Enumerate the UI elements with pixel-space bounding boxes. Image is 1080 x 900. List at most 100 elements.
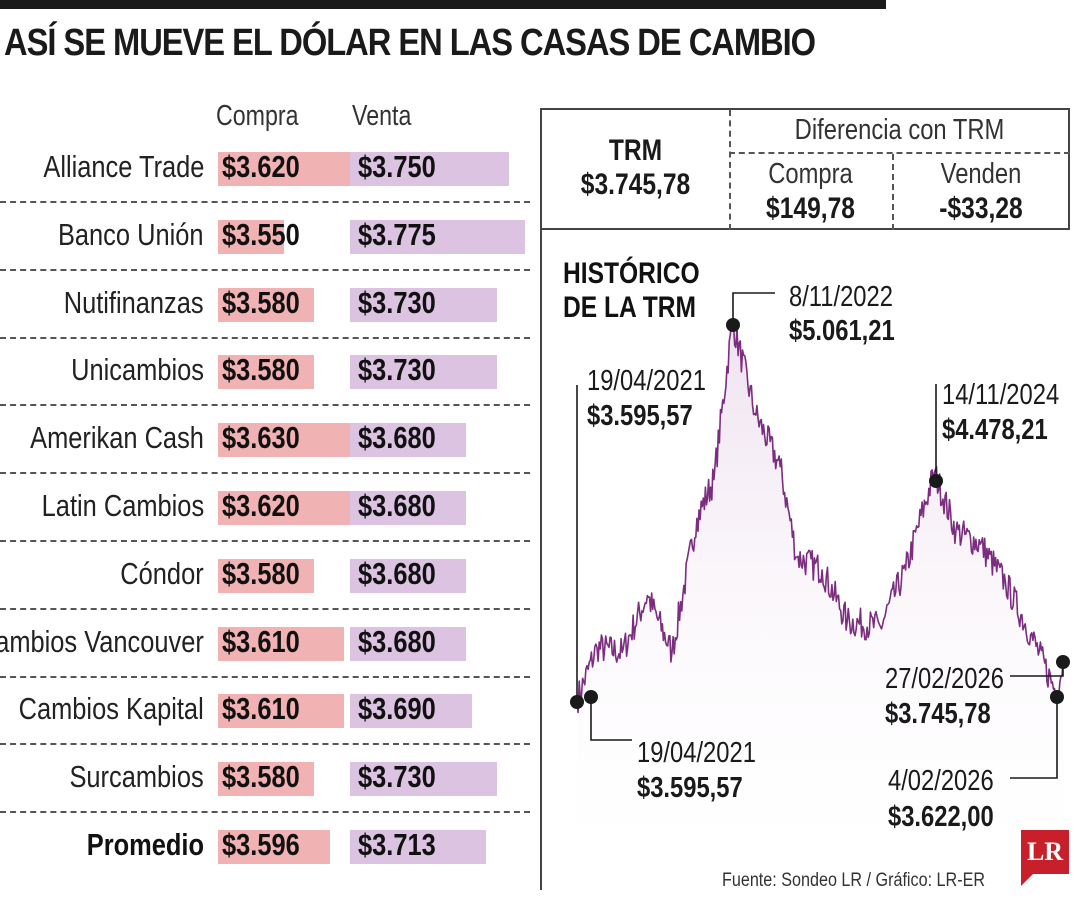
compra-bar [218, 830, 330, 864]
compra-bar [218, 491, 354, 525]
table-row: Unicambios $3.580 $3.730 [0, 338, 530, 406]
annotation-date: 19/04/2021 [637, 736, 756, 769]
compra-value: $3.596 [222, 827, 300, 862]
row-separator [0, 540, 530, 542]
compra-bar [218, 423, 364, 458]
annotation-date: 27/02/2026 [885, 662, 1004, 695]
trm-line [576, 321, 1064, 714]
row-separator [0, 201, 530, 203]
venta-value: $3.730 [358, 352, 436, 388]
venta-value: $3.730 [358, 759, 436, 795]
row-separator [0, 404, 530, 407]
annotation-value: $4.478,21 [942, 413, 1048, 446]
venta-value: $3.680 [358, 488, 436, 523]
row-name: Cambios Kapital [18, 691, 204, 727]
venta-bar [350, 219, 525, 254]
row-separator [0, 743, 530, 746]
compra-bar [218, 762, 314, 797]
venta-value: $3.750 [358, 149, 436, 184]
lr-logo: LR [1021, 830, 1069, 874]
compra-value: $3.580 [222, 284, 300, 320]
venta-value: $3.775 [358, 216, 436, 252]
compra-bar [218, 219, 284, 254]
chart-frame-line [540, 230, 542, 890]
marker-low-2026 [1050, 690, 1064, 704]
venta-value: $3.680 [358, 555, 436, 591]
annotation-date: 8/11/2022 [789, 280, 893, 313]
annotation-date: 19/04/2021 [587, 364, 706, 397]
marker-end-2026 [1056, 655, 1070, 669]
venta-bar [350, 152, 509, 186]
marker-start-2 [584, 690, 598, 704]
diff-venden-label: Venden [940, 158, 1022, 190]
top-bar [0, 0, 886, 9]
compra-value: $3.610 [222, 691, 300, 727]
row-name: Latin Cambios [41, 488, 204, 523]
annotation-value: $3.622,00 [888, 800, 994, 833]
table-row: Latin Cambios $3.620 $3.680 [0, 474, 530, 542]
venta-value: $3.713 [358, 827, 436, 862]
table-row: Banco Unión $3.550 $3.775 [0, 203, 530, 271]
trm-box: TRM $3.745,78 Diferencia con TRM Compra … [540, 108, 1070, 230]
venta-bar [350, 423, 466, 458]
table-row: Cambios Kapital $3.610 $3.690 [0, 677, 530, 745]
promedio-row: Promedio $3.596 $3.713 [0, 813, 530, 881]
annotation-value: $5.061,21 [789, 314, 895, 347]
chart-title: HISTÓRICO DE LA TRM [563, 257, 700, 325]
row-name: Cóndor [120, 555, 204, 591]
row-name: Promedio [86, 827, 204, 862]
column-header-venta: Venta [352, 100, 412, 132]
leader-peak [732, 292, 775, 325]
chart-title-line2: DE LA TRM [563, 291, 697, 324]
row-name: Unicambios [71, 352, 204, 388]
marker-peak-2024 [929, 474, 943, 488]
venta-bar [350, 762, 497, 797]
compra-value: $3.580 [222, 352, 300, 388]
venta-bar [350, 355, 497, 390]
trm-area [577, 322, 1063, 892]
annotation-value: $3.595,57 [587, 399, 693, 432]
annotation-date: 4/02/2026 [888, 764, 994, 797]
diff-compra-value: $149,78 [766, 192, 855, 225]
annotation-value: $3.745,78 [885, 697, 991, 730]
venta-value: $3.730 [358, 284, 436, 320]
compra-value: $3.630 [222, 420, 300, 456]
row-name: Banco Unión [58, 216, 204, 252]
marker-peak-2022 [726, 318, 740, 332]
venta-bar [350, 694, 472, 729]
row-separator [0, 268, 530, 271]
venta-bar [350, 626, 466, 661]
compra-value: $3.580 [222, 555, 300, 591]
table-row: Surcambios $3.580 $3.730 [0, 745, 530, 813]
diff-title: Diferencia con TRM [794, 114, 1005, 146]
table-row: Cambios Vancouver $3.610 $3.680 [0, 610, 530, 678]
compra-value: $3.550 [222, 216, 300, 252]
compra-bar [218, 626, 344, 661]
venta-bar [350, 287, 497, 322]
row-name: Alliance Trade [42, 149, 204, 184]
diff-venden-value: -$33,28 [939, 192, 1023, 225]
row-separator [0, 336, 530, 339]
annotation-value: $3.595,57 [637, 771, 743, 804]
row-name: Cambios Vancouver [0, 623, 204, 659]
page-title: ASÍ SE MUEVE EL DÓLAR EN LAS CASAS DE CA… [4, 22, 816, 64]
row-name: Amerikan Cash [30, 420, 204, 456]
source-note: Fuente: Sondeo LR / Gráfico: LR-ER [722, 870, 986, 891]
compra-bar [218, 355, 314, 390]
compra-value: $3.620 [222, 488, 300, 523]
compra-bar [218, 287, 314, 322]
trm-value: $3.745,78 [580, 168, 691, 201]
row-separator [0, 472, 530, 475]
venta-bar [350, 491, 466, 525]
compra-bar [218, 558, 314, 593]
table-row: Alliance Trade $3.620 $3.750 [0, 135, 530, 203]
marker-start-1 [570, 695, 584, 709]
venta-bar [350, 830, 487, 864]
row-separator [0, 675, 530, 678]
compra-value: $3.620 [222, 149, 300, 184]
row-separator [0, 811, 530, 814]
venta-bar [350, 558, 466, 593]
venta-value: $3.680 [358, 623, 436, 659]
diff-compra-label: Compra [768, 158, 853, 190]
